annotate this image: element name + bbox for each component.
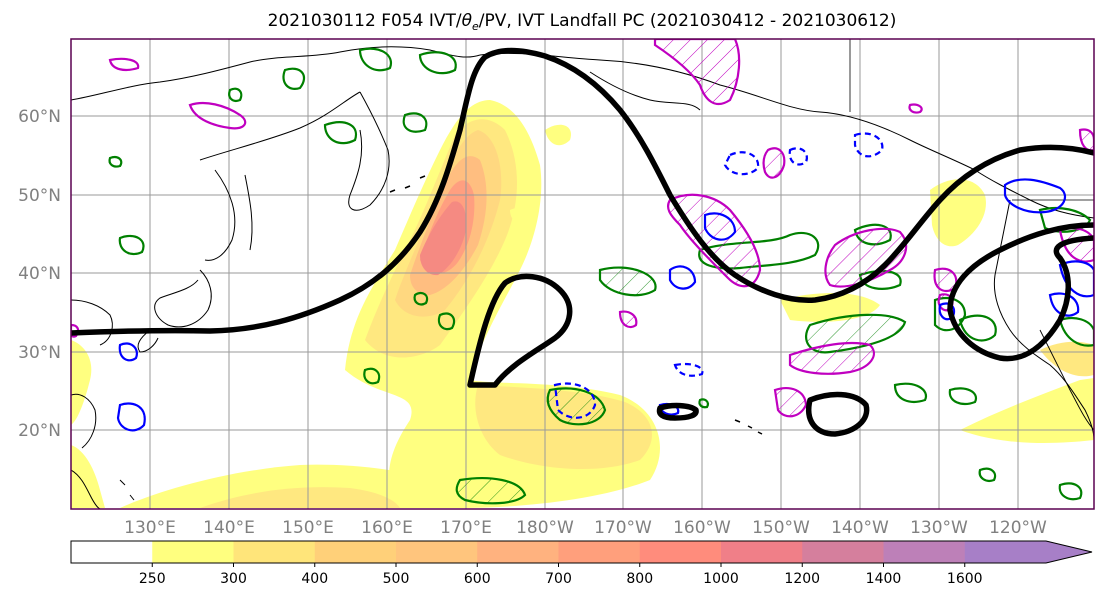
colorbar-segment bbox=[152, 541, 234, 563]
lon-label: 140°E bbox=[203, 518, 255, 538]
lon-label: 150°W bbox=[752, 518, 810, 538]
colorbar-segment bbox=[802, 541, 884, 563]
pv-negative-dashed bbox=[553, 132, 884, 419]
colorbar-outline bbox=[70, 540, 1093, 564]
lat-label: 30°N bbox=[18, 343, 61, 363]
lat-label: 60°N bbox=[18, 107, 61, 127]
colorbar-segment bbox=[883, 541, 966, 563]
figure-title: 2021030112 F054 IVT/θe/PV, IVT Landfall … bbox=[268, 11, 897, 33]
colorbar-segment bbox=[558, 541, 641, 563]
lat-label: 50°N bbox=[18, 186, 61, 206]
colorbar-segment bbox=[477, 541, 559, 563]
map-frame bbox=[70, 38, 1095, 510]
pv-positive-contours-open bbox=[71, 57, 923, 338]
colorbar-tick-label: 400 bbox=[301, 571, 328, 587]
colorbar-tick-label: 800 bbox=[626, 571, 653, 587]
colorbar-segment bbox=[964, 541, 1047, 563]
colorbar-segment bbox=[233, 541, 316, 563]
lat-label: 20°N bbox=[18, 421, 61, 441]
colorbar-segment bbox=[396, 541, 478, 563]
coastlines bbox=[71, 39, 1094, 509]
lon-labels: 130°E 140°E 150°E 160°E 170°E 180°W 170°… bbox=[124, 518, 1047, 538]
colorbar-segment bbox=[721, 541, 803, 563]
colorbar-segment bbox=[71, 541, 153, 563]
lat-labels: 60°N 50°N 40°N 30°N 20°N bbox=[18, 107, 61, 441]
colorbar-tick-label: 600 bbox=[464, 571, 491, 587]
colorbar-tick-label: 1400 bbox=[866, 571, 902, 587]
colorbar-tick-label: 1000 bbox=[703, 571, 739, 587]
map-content bbox=[71, 39, 1094, 509]
colorbar-tick-label: 500 bbox=[383, 571, 410, 587]
colorbar-tick-label: 700 bbox=[545, 571, 572, 587]
lon-label: 160°E bbox=[361, 518, 413, 538]
lat-label: 40°N bbox=[18, 264, 61, 284]
lon-label: 180°W bbox=[516, 518, 574, 538]
colorbar-extend-arrow bbox=[1046, 541, 1092, 563]
colorbar-tick-label: 1600 bbox=[947, 571, 983, 587]
lon-label: 170°E bbox=[440, 518, 492, 538]
colorbar-segment bbox=[639, 541, 722, 563]
lon-label: 170°W bbox=[594, 518, 652, 538]
colorbar-ticks: 250 300 400 500 600 700 800 1000 1200 1400 1600 bbox=[139, 563, 983, 587]
lon-label: 120°W bbox=[989, 518, 1047, 538]
colorbar bbox=[70, 540, 1093, 564]
colorbar-tick-label: 1200 bbox=[784, 571, 820, 587]
lon-label: 150°E bbox=[282, 518, 334, 538]
colorbar-tick-label: 300 bbox=[220, 571, 247, 587]
pc-contours bbox=[71, 47, 1094, 437]
lon-label: 130°E bbox=[124, 518, 176, 538]
colorbar-tick-label: 250 bbox=[139, 571, 166, 587]
lon-label: 140°W bbox=[831, 518, 889, 538]
lon-label: 130°W bbox=[910, 518, 968, 538]
colorbar-segment bbox=[314, 541, 397, 563]
lon-label: 160°W bbox=[673, 518, 731, 538]
